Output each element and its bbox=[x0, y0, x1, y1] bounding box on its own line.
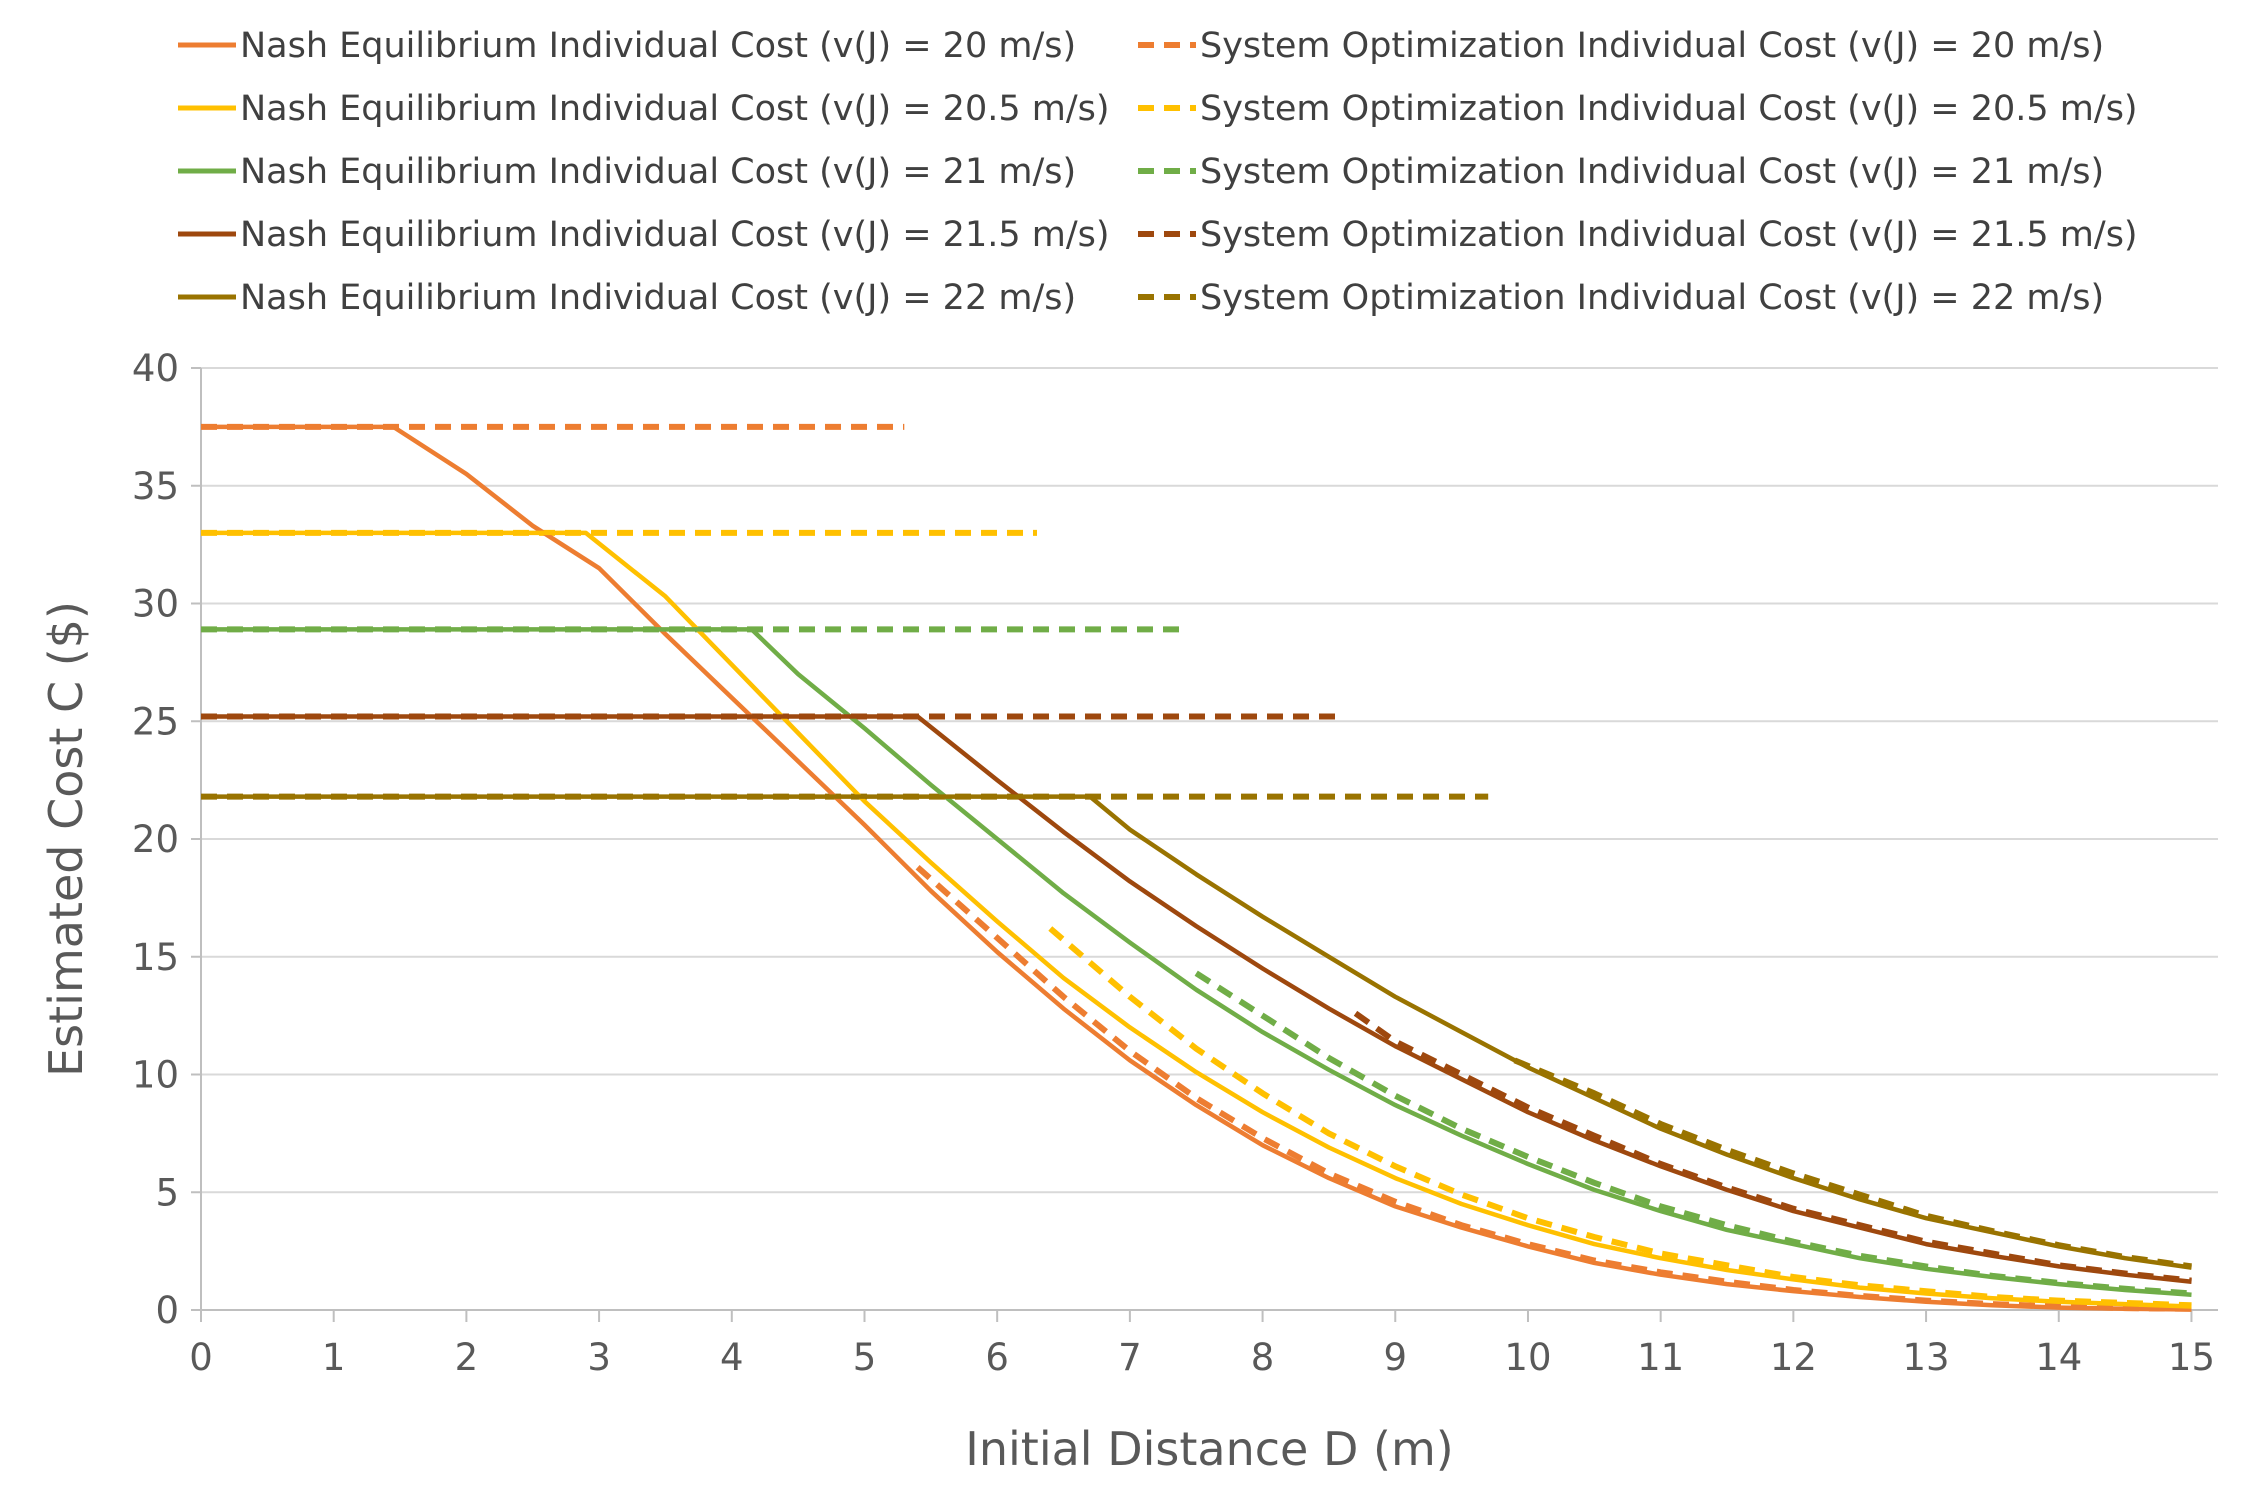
legend-label: System Optimization Individual Cost (v(J… bbox=[1200, 26, 2104, 66]
x-tick-label: 3 bbox=[587, 1336, 611, 1379]
series-line-2 bbox=[201, 530, 2192, 1309]
x-tick-label: 4 bbox=[720, 1336, 744, 1379]
y-tick-label: 0 bbox=[155, 1289, 179, 1332]
series-line-8 bbox=[201, 794, 2192, 1270]
x-tick-label: 10 bbox=[1504, 1336, 1551, 1379]
y-tick-label: 10 bbox=[132, 1054, 179, 1097]
y-tick-label: 40 bbox=[132, 347, 179, 390]
x-tick-label: 5 bbox=[853, 1336, 877, 1379]
series-group bbox=[201, 423, 2192, 1312]
legend-label: Nash Equilibrium Individual Cost (v(J) =… bbox=[240, 152, 1076, 192]
gridlines bbox=[201, 367, 2218, 1194]
y-tick-label: 5 bbox=[155, 1171, 179, 1214]
legend-label: System Optimization Individual Cost (v(J… bbox=[1200, 152, 2104, 192]
x-tick-label: 1 bbox=[322, 1336, 346, 1379]
legend-label: Nash Equilibrium Individual Cost (v(J) =… bbox=[240, 215, 1110, 255]
x-tick-label: 14 bbox=[2035, 1336, 2082, 1379]
y-tick-label: 15 bbox=[132, 936, 179, 979]
x-tick-label: 12 bbox=[1770, 1336, 1817, 1379]
legend-label: System Optimization Individual Cost (v(J… bbox=[1200, 278, 2104, 318]
series-line-1-lower bbox=[915, 865, 2192, 1312]
axes bbox=[191, 367, 2218, 1322]
x-tick-label: 11 bbox=[1637, 1336, 1684, 1379]
y-tick-label: 35 bbox=[132, 465, 179, 508]
series-line-4 bbox=[201, 627, 2192, 1297]
legend: Nash Equilibrium Individual Cost (v(J) =… bbox=[178, 26, 2138, 318]
legend-label: System Optimization Individual Cost (v(J… bbox=[1200, 89, 2138, 129]
x-tick-label: 8 bbox=[1251, 1336, 1275, 1379]
series-line-6 bbox=[201, 714, 2192, 1284]
x-tick-label: 13 bbox=[1903, 1336, 1950, 1379]
legend-label: System Optimization Individual Cost (v(J… bbox=[1200, 215, 2138, 255]
y-tick-label: 30 bbox=[132, 583, 179, 626]
y-tick-label: 20 bbox=[132, 818, 179, 861]
y-axis-title: Estimated Cost C ($) bbox=[39, 601, 93, 1077]
legend-label: Nash Equilibrium Individual Cost (v(J) =… bbox=[240, 89, 1110, 129]
x-axis-title: Initial Distance D (m) bbox=[965, 1422, 1453, 1476]
x-tick-label: 15 bbox=[2168, 1336, 2215, 1379]
y-tick-label: 25 bbox=[132, 700, 179, 743]
legend-label: Nash Equilibrium Individual Cost (v(J) =… bbox=[240, 26, 1076, 66]
x-tick-label: 9 bbox=[1384, 1336, 1408, 1379]
series-line-0 bbox=[201, 424, 2192, 1312]
x-tick-label: 7 bbox=[1118, 1336, 1142, 1379]
x-tick-label: 6 bbox=[985, 1336, 1009, 1379]
series-line-9-lower bbox=[1513, 1057, 2192, 1270]
x-tick-label: 2 bbox=[455, 1336, 479, 1379]
x-tick-label: 0 bbox=[189, 1336, 213, 1379]
series-line-5-lower bbox=[1194, 970, 2192, 1297]
legend-label: Nash Equilibrium Individual Cost (v(J) =… bbox=[240, 278, 1076, 318]
